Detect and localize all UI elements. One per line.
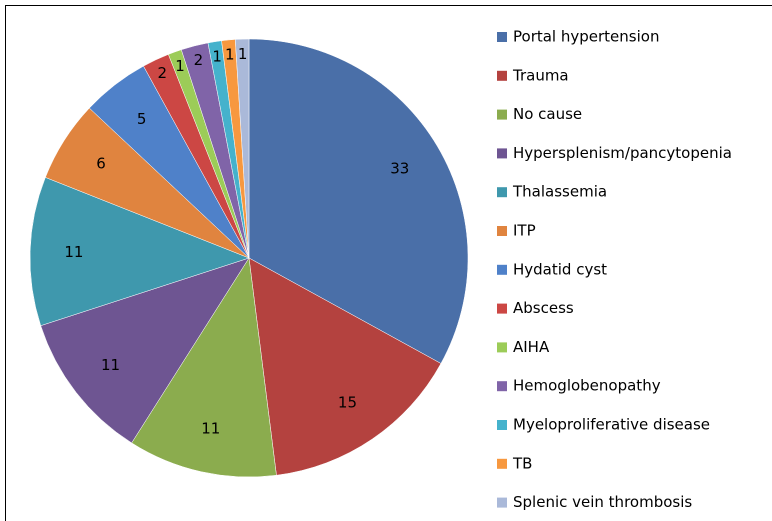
legend-swatch [497,264,507,275]
legend-label: Myeloproliferative disease [513,416,710,434]
data-label: 1 [175,57,185,75]
legend-swatch [497,70,507,81]
legend-label: Hydatid cyst [513,260,607,278]
legend-label: Portal hypertension [513,28,659,46]
legend-swatch [497,303,507,314]
legend-swatch [497,32,507,42]
data-label: 2 [158,64,168,82]
pie-slice [248,38,469,364]
data-label: 33 [390,159,409,177]
pie-slice [29,177,250,326]
data-label: 11 [101,356,120,374]
legend-label: Abscess [513,299,574,317]
legend-label: Hemoglobenopathy [513,377,661,395]
data-label: 6 [96,155,106,173]
data-label: 1 [225,46,235,64]
data-label: 11 [201,419,220,437]
legend-label: TB [512,454,532,472]
legend-swatch [497,458,507,469]
legend-label: Thalassemia [512,183,607,201]
legend-label: Hypersplenism/pancytopenia [513,144,732,162]
data-label: 1 [212,47,222,65]
legend-label: ITP [513,222,536,240]
pie-slice [131,257,277,478]
legend-swatch [497,497,507,508]
pie-slice [248,257,442,476]
legend-label: Trauma [512,66,569,84]
legend-label: Splenic vein thrombosis [513,493,692,511]
legend-label: AIHA [513,338,550,356]
data-label: 5 [137,110,147,128]
pie-slice [40,257,250,444]
data-label: 11 [64,243,83,261]
legend-swatch [497,187,507,198]
legend-swatch [497,381,507,392]
data-label: 2 [194,51,204,69]
pie-slice [234,38,250,259]
legend-swatch [497,109,507,120]
data-label: 1 [238,45,248,63]
legend-swatch [497,148,507,159]
data-label: 15 [338,393,357,411]
legend-swatch [497,226,507,236]
legend-label: No cause [513,105,582,123]
legend-swatch [497,342,507,353]
legend-swatch [497,420,507,430]
